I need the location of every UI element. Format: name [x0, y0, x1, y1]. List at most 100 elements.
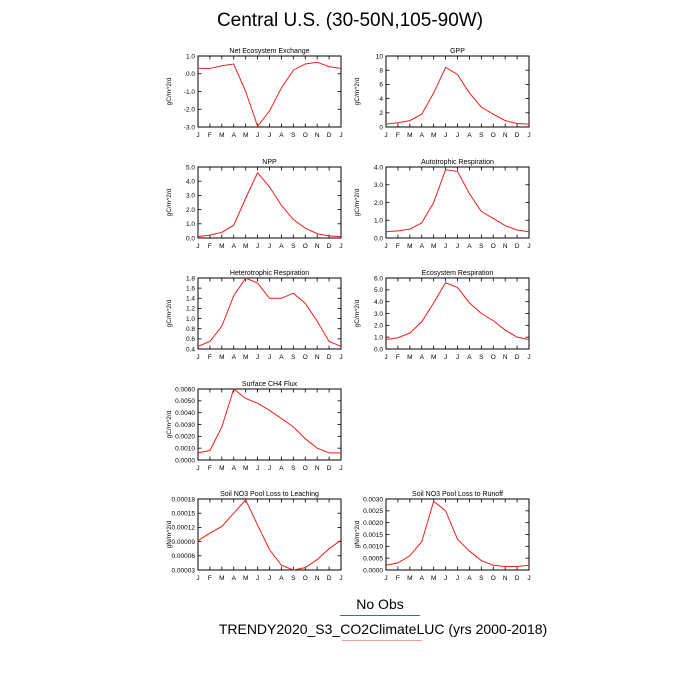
x-tick-label: F [396, 575, 400, 582]
y-tick-label: 0.0 [374, 346, 383, 353]
x-tick-label: D [515, 243, 520, 250]
y-axis-label: gC/m^2/d [354, 77, 361, 105]
x-tick-label: N [503, 243, 508, 250]
x-tick-label: S [479, 132, 484, 139]
panel-title: Ecosystem Respiration [422, 270, 494, 277]
x-tick-label: M [407, 354, 412, 361]
y-tick-label: 0.0030 [363, 496, 383, 503]
series-line-0 [198, 61, 342, 128]
x-tick-label: J [268, 132, 271, 139]
x-tick-label: J [456, 354, 459, 361]
x-tick-label: A [232, 354, 237, 361]
x-tick-label: J [268, 354, 271, 361]
series-line-0 [385, 282, 530, 341]
x-tick-label: M [219, 575, 224, 582]
y-tick-label: 1.0 [374, 334, 383, 341]
y-tick-label: 0.0030 [175, 422, 195, 429]
panel-title: Surface CH4 Flux [242, 381, 298, 388]
x-tick-label: J [444, 575, 447, 582]
x-tick-label: F [396, 132, 400, 139]
y-tick-label: 0.00012 [172, 525, 196, 532]
y-tick-label: 0.00009 [172, 539, 196, 546]
x-tick-label: A [467, 132, 472, 139]
x-tick-label: M [431, 575, 436, 582]
x-tick-label: J [384, 243, 387, 250]
x-tick-label: M [431, 354, 436, 361]
y-tick-label: 4.0 [374, 299, 383, 306]
x-tick-label: J [527, 132, 530, 139]
x-tick-label: N [315, 243, 320, 250]
x-tick-label: A [279, 132, 284, 139]
x-tick-label: M [219, 132, 224, 139]
y-axis-label: gC/m^2/d [166, 299, 173, 327]
x-tick-label: A [467, 575, 472, 582]
x-tick-label: J [339, 354, 342, 361]
x-tick-label: S [291, 465, 296, 472]
x-tick-label: D [515, 132, 520, 139]
x-tick-label: J [527, 354, 530, 361]
y-tick-label: 4 [379, 96, 383, 103]
legend-model-line [342, 640, 422, 641]
y-tick-label: 0.0015 [363, 532, 383, 539]
plot-frame [197, 277, 342, 350]
x-tick-label: J [527, 243, 530, 250]
panel-title: Soil NO3 Pool Loss to Leaching [220, 491, 319, 498]
x-tick-label: J [444, 243, 447, 250]
panel-title: Heterotrophic Respiration [230, 270, 309, 277]
page-title: Central U.S. (30-50N,105-90W) [216, 10, 484, 31]
y-tick-label: 0.0010 [175, 445, 195, 452]
x-tick-label: N [315, 465, 320, 472]
x-tick-label: M [243, 354, 248, 361]
x-tick-label: O [303, 465, 308, 472]
y-tick-label: -3.0 [184, 124, 196, 131]
y-tick-label: 1.0 [186, 53, 195, 60]
x-tick-label: M [243, 575, 248, 582]
plot-frame [197, 498, 342, 571]
y-tick-label: 1.8 [186, 275, 195, 282]
y-tick-label: 2.0 [374, 323, 383, 330]
x-tick-label: J [256, 354, 259, 361]
y-axis-label: gC/m^2/d [166, 188, 173, 216]
chart-panel-3: Autotrophic Respiration gC/m^2/d 4.0 3.0 2.0… [354, 159, 531, 250]
y-tick-label: 1.0 [186, 316, 195, 323]
legend-obs-label: No Obs [356, 596, 404, 612]
y-tick-label: 0.0000 [175, 457, 195, 464]
x-tick-label: M [243, 132, 248, 139]
x-tick-label: M [431, 243, 436, 250]
x-tick-label: N [315, 132, 320, 139]
y-tick-label: -2.0 [184, 107, 196, 114]
x-tick-label: D [515, 575, 520, 582]
series-line-0 [385, 66, 530, 125]
x-tick-label: A [232, 243, 237, 250]
plot-frame [385, 166, 530, 239]
chart-panel-8: Soil NO3 Pool Loss to LeachinggN/m^2/d0.… [166, 491, 343, 582]
x-tick-label: J [268, 243, 271, 250]
y-tick-label: 1.0 [374, 218, 383, 225]
x-tick-label: O [303, 243, 308, 250]
plot-frame [385, 498, 530, 571]
legend-model-label: TRENDY2020_S3_CO2ClimateLUC (yrs 2000-20… [218, 621, 548, 637]
x-tick-label: O [303, 354, 308, 361]
x-tick-label: O [303, 575, 308, 582]
y-tick-label: 6.0 [374, 275, 383, 282]
y-tick-label: -1.0 [184, 89, 196, 96]
x-tick-label: A [232, 575, 237, 582]
y-tick-label: 0.0040 [175, 410, 195, 417]
chart-panel-4: Heterotrophic Respiration gC/m^2/d 1.8 1.6 1… [166, 270, 343, 361]
plot-frame [385, 277, 530, 350]
y-tick-label: 5.0 [374, 287, 383, 294]
x-tick-label: M [407, 132, 412, 139]
x-tick-label: J [196, 354, 199, 361]
y-axis-label: gC/m^2/d [166, 77, 173, 105]
y-tick-label: 3.0 [186, 193, 195, 200]
panel-title: GPP [450, 48, 465, 55]
x-tick-label: J [339, 243, 342, 250]
x-tick-label: D [515, 354, 520, 361]
panel-title: Net Ecosystem Exchange [229, 48, 309, 55]
x-tick-label: J [456, 243, 459, 250]
x-tick-label: J [444, 132, 447, 139]
y-tick-label: 2 [379, 110, 383, 117]
